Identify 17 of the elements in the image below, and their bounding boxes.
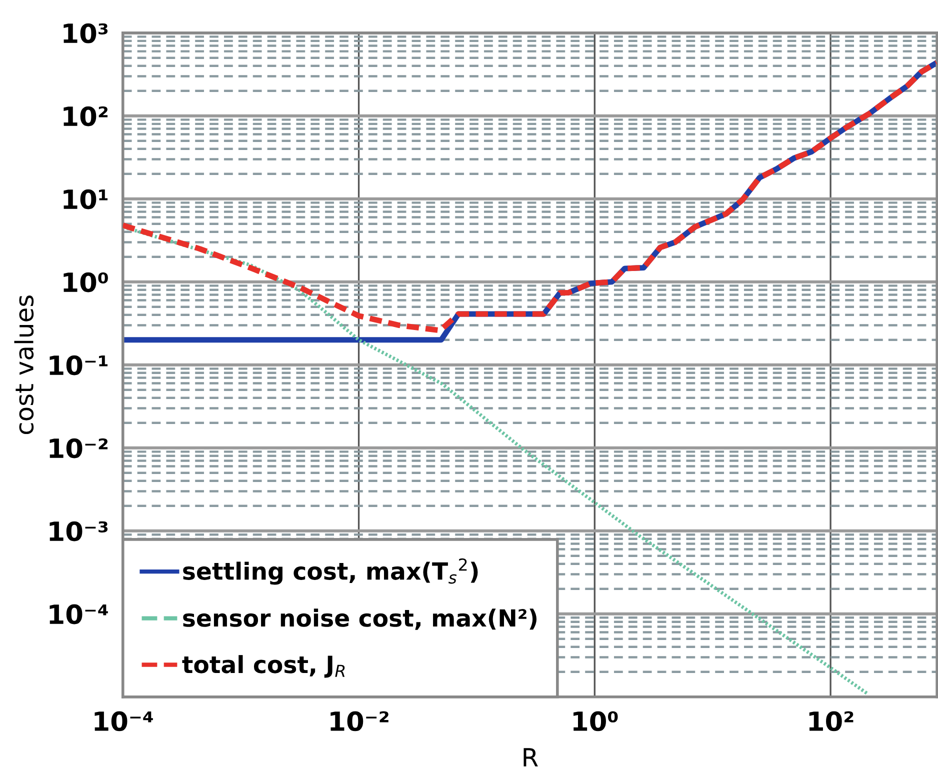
x-tick-label: 10⁰ [573, 711, 618, 732]
y-tick-label: 10⁻⁴ [50, 604, 108, 624]
y-tick-label: 10² [64, 106, 108, 126]
legend-label: sensor noise cost, max(N²) [183, 608, 536, 630]
legend-label: settling cost, max(T$_{s}$$^{2}$) [183, 558, 478, 585]
x-tick-label: 10⁻⁴ [94, 711, 153, 732]
x-tick-label: 10⁻² [330, 711, 388, 732]
y-tick-label: 10¹ [64, 189, 108, 210]
y-tick-label: 10⁻¹ [50, 355, 108, 376]
legend-label: total cost, J$_{R}$ [182, 655, 345, 678]
x-axis-title: R [524, 748, 538, 766]
y-tick-label: 10⁻³ [50, 521, 108, 542]
y-axis-title: cost values [14, 296, 34, 434]
y-tick-label: 10³ [64, 23, 108, 44]
y-tick-label: 10⁻² [50, 438, 108, 458]
x-tick-label: 10² [809, 711, 854, 732]
y-tick-label: 10⁰ [64, 272, 108, 292]
